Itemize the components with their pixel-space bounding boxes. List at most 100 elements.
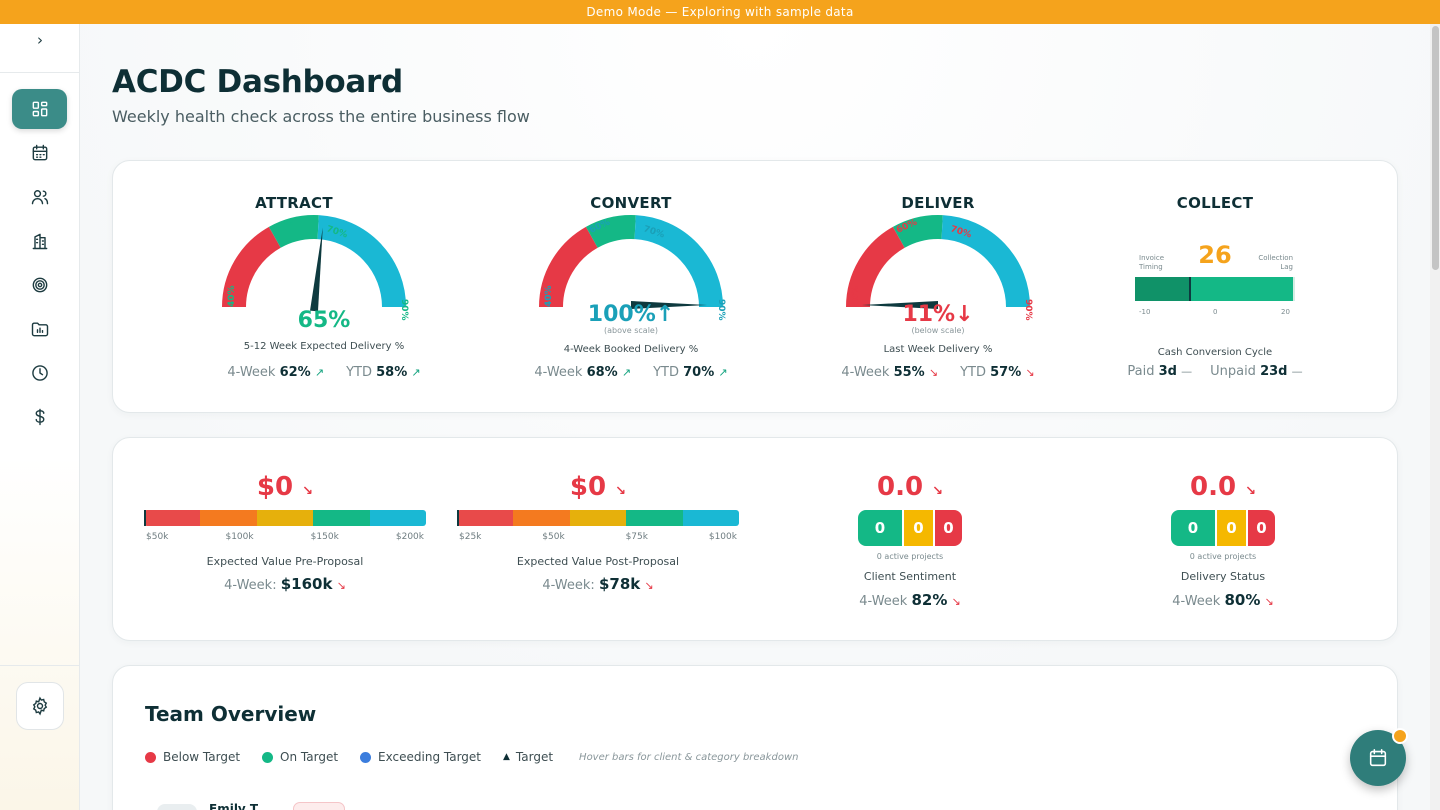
sidebar-toggle-chevron-icon[interactable]: › [37,31,43,49]
trend-down-icon: ↘ [1245,484,1257,499]
client-sentiment-boxes: 0 0 0 [858,510,962,546]
post-proposal-sub-stats: 4-Week: $78k ↘ [542,575,654,593]
status-at-risk-count: 0 [1215,510,1246,546]
folder-chart-icon [31,322,48,337]
delivery-status-boxes: 0 0 0 [1171,510,1275,546]
page-subtitle: Weekly health check across the entire bu… [112,107,530,126]
sidebar-item-goals[interactable] [12,265,67,305]
sentiment-neutral-count: 0 [902,510,933,546]
deliver-tick-40: 40% [851,285,861,307]
sidebar-item-time[interactable] [12,353,67,393]
collect-axis-min: -10 [1139,308,1151,316]
client-sentiment-caption: Client Sentiment [863,570,957,583]
attract-gauge-dial: 40% 60% 70% 90% [222,215,409,321]
sidebar-divider [0,665,80,666]
deliver-gauge[interactable]: DELIVER 40% 60% 70% 90% 11%↓ (below scal… [758,161,1058,412]
legend-on-target: On Target [262,750,338,764]
page-title: ACDC Dashboard [112,64,403,100]
trend-down-icon: ↘ [615,484,627,499]
trend-up-icon: ↗ [314,366,325,379]
deliver-scale-note: (below scale) [911,326,965,335]
post-proposal-metric[interactable]: $0 ↘ $25k $50k $75k $100k Expected Value Po… [457,438,739,640]
deliver-tick-90: 90% [1023,299,1033,321]
attract-gauge[interactable]: ATTRACT 40% 60% 70% 90% 65% 5-12 Week Ex… [144,161,444,412]
users-icon [31,190,48,205]
convert-gauge[interactable]: CONVERT 40% 60% 70% 90% 100%↑ (above sca… [451,161,751,412]
convert-sub-stats: 4-Week 68% ↗ YTD 70% ↗ [534,365,728,380]
convert-scale-note: (above scale) [604,326,658,335]
gear-icon [32,696,48,716]
acdc-gauges-card: ATTRACT 40% 60% 70% 90% 65% 5-12 Week Ex… [112,160,1398,413]
legend-exceeding-target: Exceeding Target [360,750,481,764]
attract-caption: 5-12 Week Expected Delivery % [243,341,405,352]
team-overview-title: Team Overview [145,702,317,726]
collection-lag-label: Collection Lag [1258,254,1293,271]
sidebar-item-team[interactable] [12,177,67,217]
delivery-status-value: 0.0 ↘ [1189,472,1257,502]
convert-needle [631,301,707,309]
dashboard-grid-icon [32,101,47,117]
sidebar-item-finance[interactable] [12,397,67,437]
collect-sub-stats: Paid 3d — Unpaid 23d — [1127,364,1303,379]
metrics-card: $0 ↘ $50k $100k $150k $200k Expected Value … [112,437,1398,641]
collect-caption: Cash Conversion Cycle [1157,347,1273,358]
attract-title: ATTRACT [255,194,333,212]
settings-button[interactable] [16,682,64,730]
invoice-timing-label: Invoice Timing [1139,254,1165,271]
trend-down-icon: ↘ [644,579,654,592]
pre-proposal-value: $0 ↘ [256,472,314,502]
sidebar-item-dashboard[interactable] [12,89,67,129]
delivery-status-metric[interactable]: 0.0 ↘ 0 0 0 0 active projects Delivery S… [1073,438,1373,640]
scrollbar-track[interactable] [1430,24,1440,810]
post-proposal-scale-bar [457,510,739,526]
sentiment-bad-count: 0 [933,510,962,546]
legend-target: ▲ Target [503,750,554,764]
collect-value: 26 [1198,241,1232,269]
sidebar-item-clients[interactable] [12,221,67,261]
trend-flat-icon: — [1291,365,1303,378]
pre-proposal-metric[interactable]: $0 ↘ $50k $100k $150k $200k Expected Value … [144,438,426,640]
status-badge [293,802,345,810]
collect-axis-max: 20 [1281,308,1290,316]
sidebar: › [0,24,80,810]
sidebar-item-calendar[interactable] [12,133,67,173]
sidebar-divider [0,72,80,73]
calendar-icon [32,144,47,161]
status-on-track-count: 0 [1171,510,1215,546]
attract-tick-90: 90% [399,299,409,321]
trend-down-icon: ↘ [336,579,346,592]
attract-value: 65% [297,308,351,333]
trend-down-icon: ↘ [1025,366,1035,379]
deliver-caption: Last Week Delivery % [883,344,993,355]
trend-down-icon: ↘ [1264,595,1274,608]
post-proposal-value: $0 ↘ [569,472,627,502]
attract-needle [310,227,323,312]
post-proposal-ticks: $25k $50k $75k $100k [459,532,737,542]
collect-axis-mid: 0 [1213,308,1218,316]
pre-proposal-sub-stats: 4-Week: $160k ↘ [224,575,346,593]
pre-proposal-caption: Expected Value Pre-Proposal [206,555,364,568]
trend-up-icon: ↗ [718,366,728,379]
client-sentiment-sub-stats: 4-Week 82% ↘ [859,591,961,609]
pre-proposal-marker [144,510,146,526]
clock-icon [31,365,48,381]
trend-flat-icon: — [1181,365,1193,378]
target-icon [32,277,47,293]
delivery-status-active: 0 active projects [1189,552,1257,561]
convert-gauge-dial: 40% 60% 70% 90% [539,215,726,321]
trend-down-icon: ↘ [928,366,939,379]
dollar-icon [35,408,44,426]
attract-tick-40: 40% [227,285,237,307]
team-member-name[interactable]: Emily T. [209,802,261,810]
client-sentiment-value: 0.0 ↘ [876,472,944,502]
sidebar-item-projects[interactable] [12,309,67,349]
deliver-sub-stats: 4-Week 55% ↘ YTD 57% ↘ [841,365,1035,380]
notification-dot [1392,728,1408,744]
scrollbar-thumb[interactable] [1432,26,1439,270]
pre-proposal-ticks: $50k $100k $150k $200k [146,532,424,542]
client-sentiment-metric[interactable]: 0.0 ↘ 0 0 0 0 active projects Client Sen… [760,438,1060,640]
demo-mode-banner: Demo Mode — Exploring with sample data [0,0,1440,24]
convert-caption: 4-Week Booked Delivery % [563,344,699,355]
delivery-status-sub-stats: 4-Week 80% ↘ [1172,591,1274,609]
collect-cycle-bar [1135,277,1295,301]
